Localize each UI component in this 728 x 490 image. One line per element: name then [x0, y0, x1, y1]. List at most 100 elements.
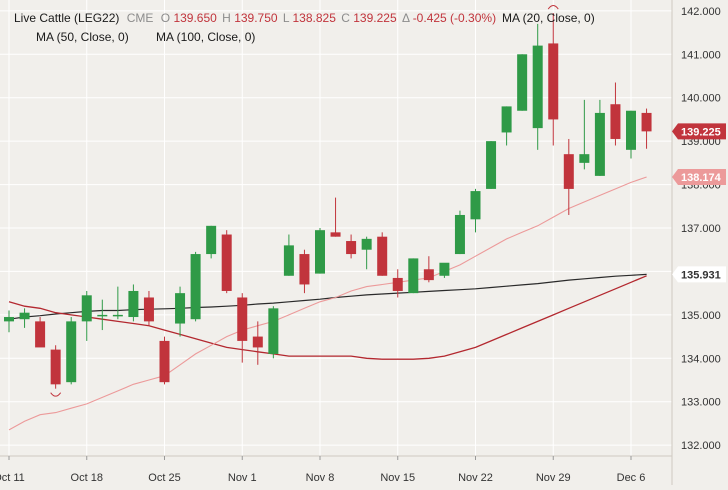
candle	[299, 249, 310, 294]
legend-high: 139.750	[234, 11, 278, 25]
candle-body	[206, 225, 217, 255]
candle-body	[454, 214, 465, 255]
candle	[346, 234, 357, 259]
last-close-label-bg	[672, 123, 726, 140]
candle-body	[128, 290, 139, 318]
y-tick-label: 140.000	[681, 93, 721, 105]
x-tick-label: Nov 1	[228, 472, 257, 484]
candle-body	[97, 314, 108, 317]
candle	[143, 290, 154, 326]
candle-body	[641, 112, 652, 132]
candle-body	[423, 269, 434, 281]
candle-body	[315, 230, 325, 274]
candle-body	[252, 336, 263, 348]
x-tick-label: Oct 11	[0, 472, 25, 484]
x-tick-label: Nov 8	[306, 472, 335, 484]
ma50-value-label-bg	[672, 266, 726, 283]
candle-body	[579, 154, 590, 163]
y-tick-label: 134.000	[681, 353, 721, 365]
high-marker	[547, 5, 559, 10]
legend-ma100[interactable]: MA (100, Close, 0)	[156, 30, 255, 44]
candle	[50, 345, 61, 389]
candle-body	[35, 321, 46, 348]
candle	[439, 262, 450, 278]
candle-body	[361, 238, 372, 250]
candle-body	[4, 317, 14, 322]
candle-body	[299, 254, 310, 285]
candle-body	[470, 191, 481, 220]
candle	[641, 108, 652, 149]
candle	[19, 308, 30, 328]
candle	[486, 141, 497, 189]
candle-body	[392, 277, 403, 291]
candle	[454, 210, 465, 255]
legend-low-label: L	[283, 11, 290, 25]
ma20-value-label-bg	[672, 169, 726, 186]
y-axis: 132.000133.000134.000135.000136.000137.0…	[671, 0, 726, 485]
y-tick-label: 142.000	[681, 6, 721, 18]
x-tick-label: Oct 18	[71, 472, 103, 484]
legend-change: -0.425 (-0.30%)	[413, 11, 496, 25]
candle-body	[626, 110, 636, 150]
candle	[4, 310, 14, 333]
legend-high-label: H	[222, 11, 231, 25]
candle	[579, 99, 590, 170]
candle-body	[563, 154, 574, 189]
candle	[563, 138, 574, 215]
candle	[159, 336, 170, 385]
candle	[206, 225, 217, 259]
candle	[423, 256, 434, 283]
candle-body	[610, 104, 621, 139]
legend-open-label: O	[161, 11, 170, 25]
candle-body	[594, 112, 605, 176]
legend-ma20[interactable]: MA (20, Close, 0)	[502, 11, 595, 25]
candle	[626, 110, 636, 159]
candle-body	[548, 43, 559, 120]
candle	[66, 317, 77, 385]
candle-body	[377, 236, 388, 276]
candle-body	[439, 262, 450, 276]
candle	[501, 106, 512, 146]
x-tick-label: Nov 22	[458, 472, 493, 484]
legend-close-label: C	[341, 11, 350, 25]
candle	[361, 236, 372, 270]
candle-body	[19, 312, 30, 320]
legend-open: 139.650	[173, 11, 217, 25]
candle	[470, 188, 481, 233]
ma50-value-label: 135.931	[672, 266, 726, 283]
ma20-line	[8, 176, 647, 431]
legend-low: 138.825	[293, 11, 337, 25]
candle-body	[112, 314, 123, 317]
last-close-label-text: 139.225	[681, 126, 721, 138]
candle-body	[330, 232, 341, 237]
y-tick-label: 133.000	[681, 397, 721, 409]
candle-body	[175, 293, 186, 324]
extreme-markers	[50, 5, 559, 397]
y-tick-label: 137.000	[681, 223, 721, 235]
candle	[237, 293, 248, 363]
candle-body	[221, 234, 232, 291]
legend-ma50[interactable]: MA (50, Close, 0)	[36, 30, 129, 44]
candle	[112, 286, 123, 320]
candle-body	[408, 258, 419, 294]
x-tick-label: Nov 29	[536, 472, 571, 484]
x-axis: Oct 11 Oct 18 Oct 25 Nov 1 Nov 8 Nov 15 Nov 22…	[0, 455, 672, 484]
legend-line-1: Live Cattle (LEG22) CME O 139.650 H 139.…	[14, 11, 496, 25]
candle-body	[159, 340, 170, 383]
candle	[517, 54, 528, 111]
candle	[175, 286, 186, 337]
moving-averages	[8, 176, 647, 431]
candle	[81, 290, 92, 341]
candle	[221, 230, 232, 294]
candle-body	[346, 241, 357, 255]
legend-change-label: Δ	[402, 11, 410, 25]
x-tick-label: Dec 6	[617, 472, 646, 484]
ma100-line	[8, 273, 647, 320]
candle-body	[66, 321, 77, 383]
candle	[594, 99, 605, 176]
low-marker	[50, 392, 62, 397]
candle	[408, 258, 419, 294]
candle	[315, 228, 325, 274]
